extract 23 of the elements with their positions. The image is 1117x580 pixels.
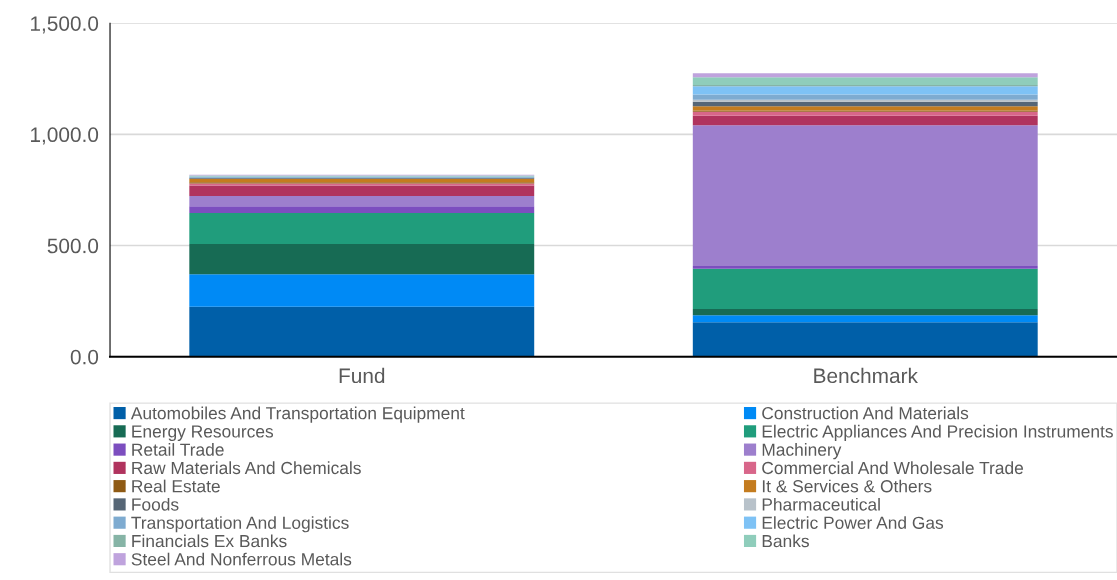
x-tick-label: Benchmark [814,367,918,384]
legend-label: Raw Materials And Chemicals [132,461,361,475]
legend-label: Retail Trade [132,443,224,456]
y-tick-label: 0.0 [70,349,99,365]
legend-label: Pharmaceutical [762,497,880,511]
legend-label: It & Services & Others [762,479,932,493]
legend-label: Financials Ex Banks [132,534,287,548]
legend-label: Electric Appliances And Precision Instruments [762,424,1113,442]
legend-label: Real Estate [132,479,220,493]
legend-label: Banks [762,534,809,548]
legend-label: Construction And Materials [762,406,969,420]
legend-label: Automobiles And Transportation Equipment [130,406,465,423]
legend-label: Electric Power And Gas [762,516,944,529]
y-tick-label: 500.0 [47,238,99,254]
legend-label: Machinery [762,443,842,460]
x-tick-label: Fund [339,367,385,384]
legend-label: Transportation And Logistics [131,516,349,533]
legend-label: Commercial And Wholesale Trade [762,461,1024,475]
legend-label: Energy Resources [132,425,274,442]
legend-label: Steel And Nonferrous Metals [131,552,352,566]
y-tick-label: 1,500.0 [31,16,99,34]
y-tick-label: 1,000.0 [31,127,99,145]
legend-label: Foods [132,497,179,511]
